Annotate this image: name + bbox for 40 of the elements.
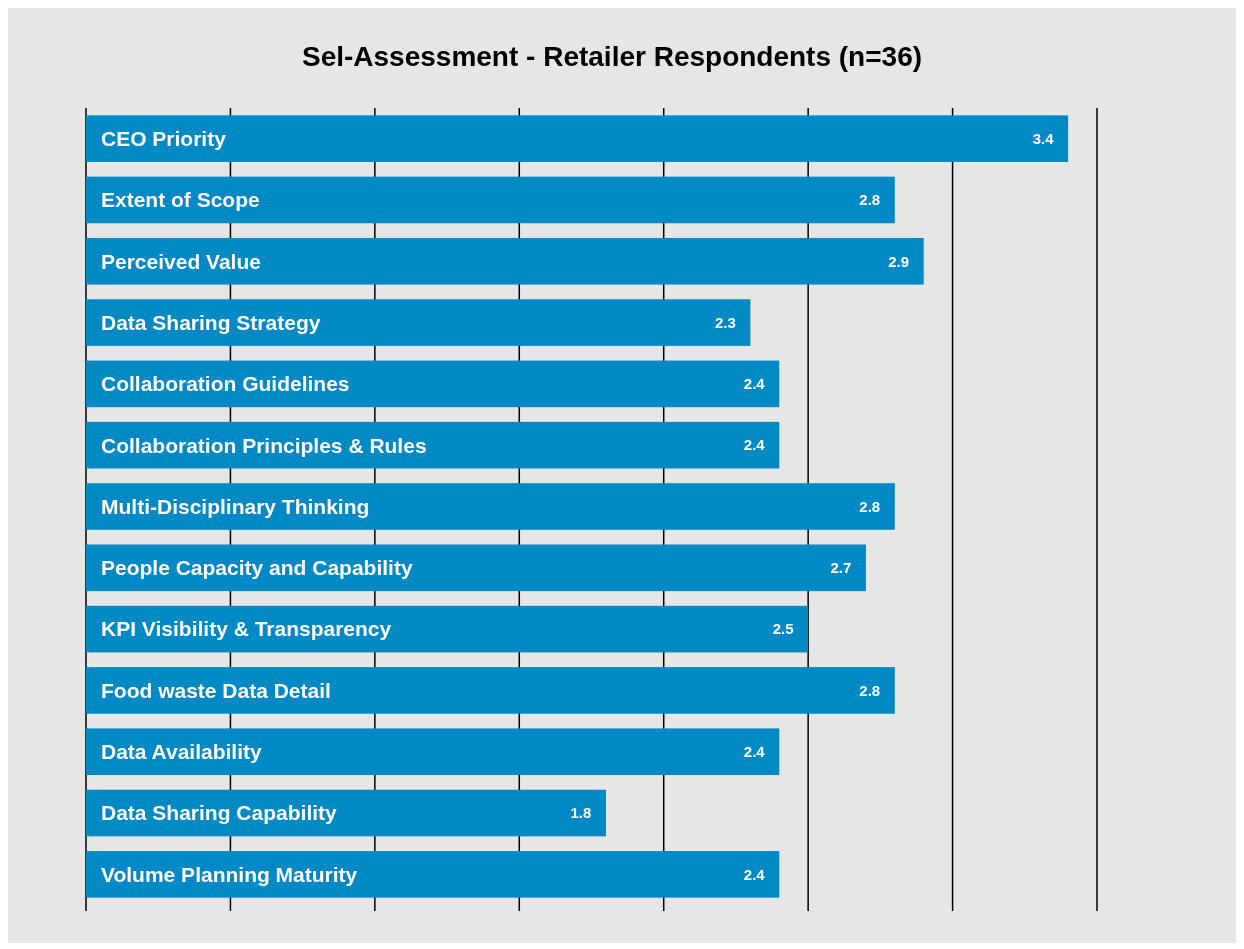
bar [86, 789, 606, 837]
data-label: 2.7 [830, 559, 852, 577]
bar [86, 360, 780, 408]
bar [86, 544, 866, 592]
bar [86, 421, 780, 469]
data-label: 2.8 [859, 681, 881, 699]
data-label: 2.4 [743, 865, 766, 883]
bar [86, 176, 895, 224]
bar [86, 115, 1069, 162]
y-tick-label: CEO Priority [101, 127, 227, 150]
data-label: 2.9 [888, 252, 910, 270]
y-tick-label: Data Sharing Strategy [101, 310, 321, 334]
data-label: 2.8 [859, 191, 881, 209]
y-tick-label: Data Availability [101, 740, 262, 764]
bar [86, 483, 895, 530]
y-tick-label: Multi-Disciplinary Thinking [101, 494, 370, 518]
y-tick-label: Data Sharing Capability [101, 801, 338, 825]
bar [86, 237, 924, 285]
y-tick-label: Volume Planning Maturity [101, 862, 358, 886]
y-tick-label: Collaboration Principles & Rules [101, 433, 427, 457]
bar [86, 299, 751, 346]
y-tick-label: People Capacity and Capability [101, 556, 413, 580]
data-label: 2.8 [859, 497, 881, 515]
data-label: 2.4 [743, 742, 766, 760]
y-tick-label: Collaboration Guidelines [101, 372, 350, 396]
y-tick-label: KPI Visibility & Transparency [101, 617, 392, 641]
y-tick-label: Extent of Scope [101, 188, 260, 212]
data-label: 2.5 [772, 620, 794, 638]
y-tick-label: Perceived Value [101, 249, 261, 273]
y-tick-label: Food waste Data Detail [101, 678, 331, 702]
bar [86, 605, 809, 653]
data-label: 2.4 [743, 436, 766, 454]
data-label: 1.8 [570, 804, 592, 822]
bar [86, 667, 895, 714]
bar [86, 851, 780, 898]
data-label: 2.4 [743, 375, 766, 393]
data-label: 2.3 [714, 313, 736, 331]
data-label: 3.4 [1032, 129, 1055, 147]
bar [86, 728, 780, 776]
chart-title: Sel-Assessment - Retailer Respondents (n=36) [301, 41, 923, 72]
